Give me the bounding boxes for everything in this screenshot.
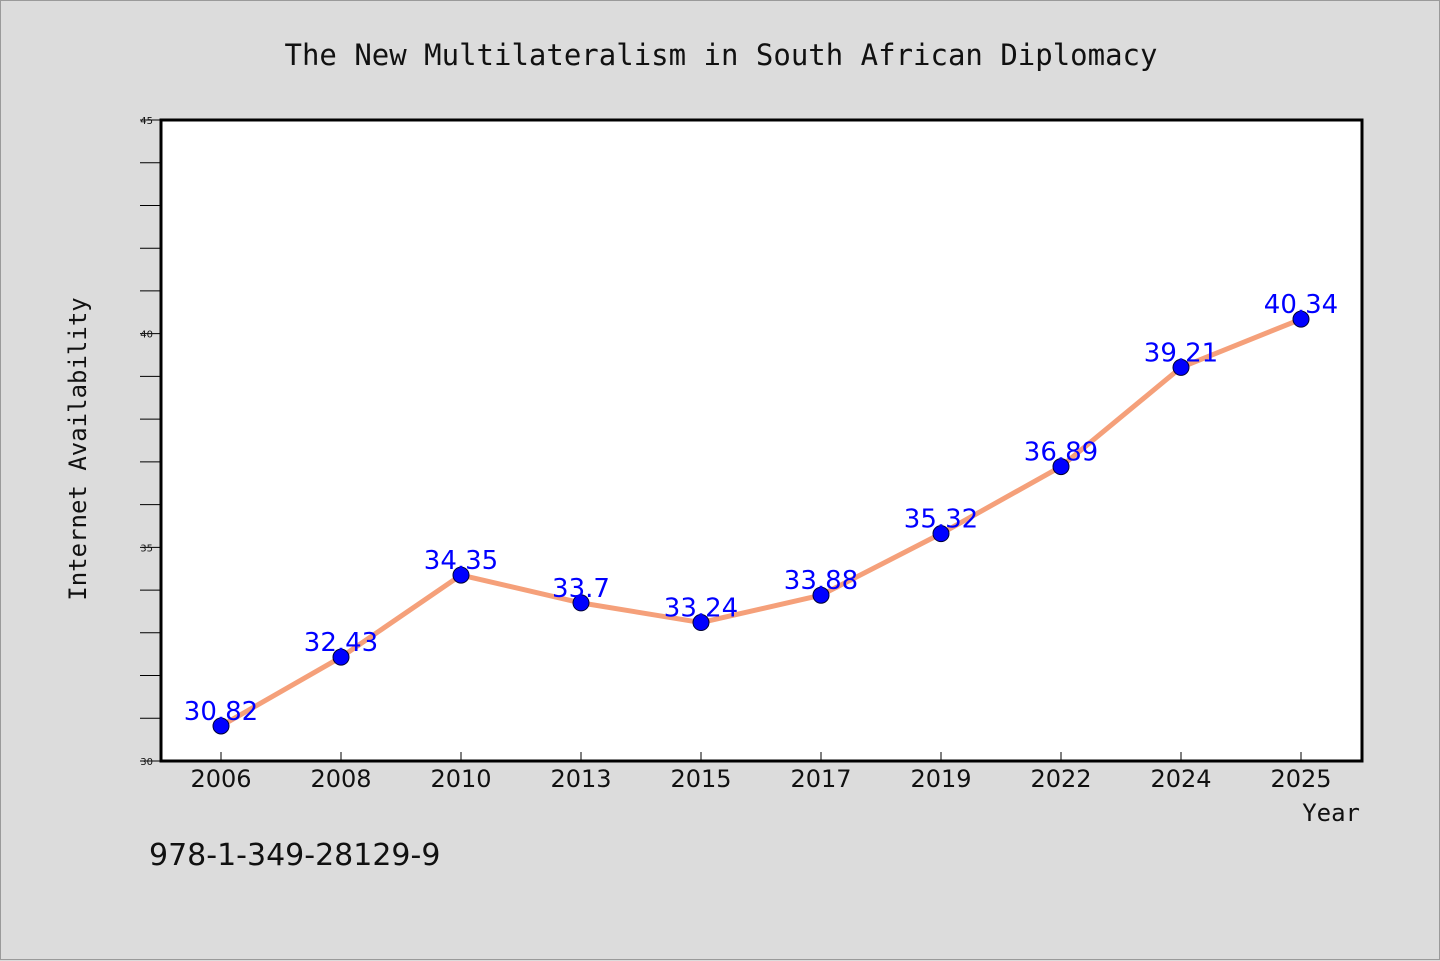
data-point: [332, 648, 350, 666]
x-axis-ticks: 2006 2008 2010 2013 2015 2017 2019 2022 2024 2025: [190, 752, 1332, 793]
data-point: [1172, 358, 1190, 376]
y-axis-label: Internet Availability: [64, 297, 92, 600]
x-tick-label: 2013: [550, 765, 611, 793]
y-tick-label: 40: [140, 330, 153, 341]
data-label: 30.82: [184, 697, 258, 727]
x-tick-label: 2008: [310, 765, 371, 793]
x-tick-label: 2019: [910, 765, 971, 793]
data-label: 34.35: [424, 546, 498, 576]
data-point: [572, 594, 590, 612]
x-tick-label: 2006: [190, 765, 251, 793]
x-tick-label: 2010: [430, 765, 491, 793]
x-axis-label: Year: [1302, 799, 1360, 827]
x-tick-label: 2025: [1270, 765, 1331, 793]
data-label: 35.32: [904, 505, 978, 535]
chart-title: The New Multilateralism in South African…: [285, 38, 1158, 72]
data-point: [1292, 310, 1310, 328]
footer-isbn: 978-1-349-28129-9: [149, 838, 440, 873]
data-point: [452, 566, 470, 584]
y-axis-ticks: 30 35 40 45: [140, 116, 160, 768]
y-tick-label: 35: [140, 543, 153, 554]
data-point: [1052, 458, 1070, 476]
data-point: [812, 586, 830, 604]
y-tick-label: 45: [140, 116, 153, 127]
data-label: 33.88: [784, 566, 858, 596]
data-label: 32.43: [304, 628, 378, 658]
x-tick-label: 2015: [670, 765, 731, 793]
x-tick-label: 2022: [1030, 765, 1091, 793]
data-point: [932, 525, 950, 543]
data-label: 39.21: [1144, 338, 1218, 368]
plot-area: [159, 118, 1364, 763]
data-label: 33.24: [664, 594, 738, 624]
data-label: 33.7: [552, 574, 610, 604]
data-point: [692, 614, 710, 632]
data-point: [212, 717, 230, 735]
data-labels: 30.82 32.43 34.35 33.7 33.24 33.88 35.32 36.89 3…: [184, 290, 1338, 727]
series-line: [218, 316, 1304, 729]
series-layer: [212, 310, 1310, 735]
y-tick-label: 30: [140, 757, 153, 768]
x-tick-label: 2024: [1150, 765, 1211, 793]
x-tick-label: 2017: [790, 765, 851, 793]
data-label: 40.34: [1264, 290, 1338, 320]
data-label: 36.89: [1024, 438, 1098, 468]
